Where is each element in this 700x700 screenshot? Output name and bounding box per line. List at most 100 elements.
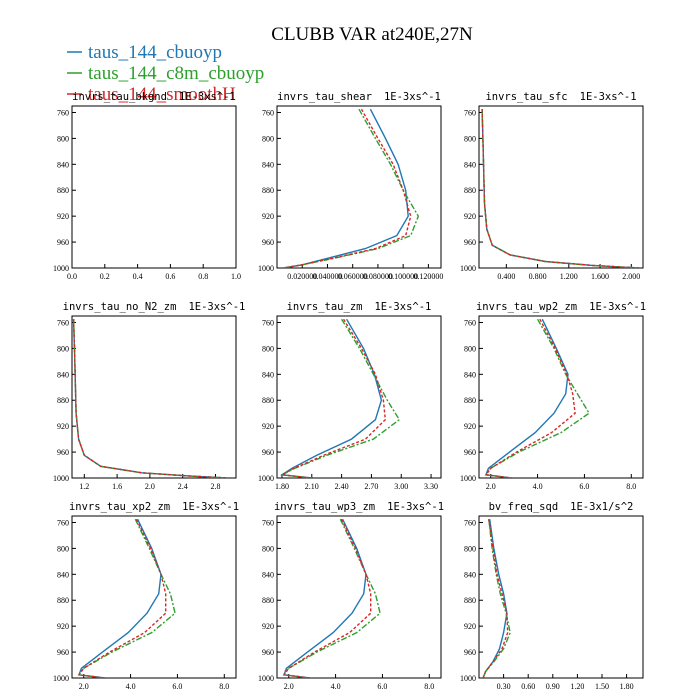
x-tick-label: 1.50 (595, 682, 609, 691)
panel-title-name: invrs_tau_wp3_zm (274, 501, 375, 513)
x-tick-label: 2.70 (364, 482, 378, 491)
x-tick-label: 8.0 (219, 682, 229, 691)
y-tick-label: 880 (464, 186, 476, 195)
plot-frame (478, 315, 644, 479)
x-tick-label: 8.0 (626, 482, 636, 491)
panel-title: invrs_tau_no_N2_zm 1E-3xs^-1 (63, 301, 246, 313)
y-tick-label: 880 (464, 396, 476, 405)
y-tick-label: 920 (57, 622, 69, 631)
panel-title-unit: 1E-3xs^-1 (580, 91, 637, 103)
plot-frame (71, 515, 237, 679)
y-tick-label: 760 (464, 318, 476, 327)
y-tick-label: 880 (262, 396, 274, 405)
y-tick-label: 1000 (258, 264, 274, 273)
y-tick-label: 760 (262, 518, 274, 527)
panel-title-unit: 1E-3xs^-1 (589, 301, 646, 313)
y-tick-label: 760 (464, 108, 476, 117)
chart-panel: invrs_tau_xp2_zm 1E-3xs^-1 760 800 840 880 920… (53, 501, 239, 691)
panel-title: invrs_tau_wp3_zm 1E-3xs^-1 (274, 501, 444, 513)
y-tick-label: 960 (262, 648, 274, 657)
series-line (282, 518, 381, 678)
x-tick-label: 1.0 (231, 272, 241, 281)
series-line (279, 318, 387, 478)
y-tick-label: 840 (57, 370, 69, 379)
y-tick-label: 840 (57, 160, 69, 169)
series-line (72, 319, 228, 478)
y-tick-label: 920 (262, 422, 274, 431)
x-tick-label: 2.0 (79, 682, 89, 691)
x-tick-label: 2.0 (486, 482, 496, 491)
x-tick-label: 0.30 (497, 682, 511, 691)
legend: taus_144_cbuoyptaus_144_c8m_cbuoyptaus_1… (67, 42, 264, 105)
y-tick-label: 1000 (460, 474, 476, 483)
y-tick-label: 920 (262, 212, 274, 221)
y-tick-label: 920 (464, 622, 476, 631)
y-tick-label: 800 (464, 344, 476, 353)
y-tick-label: 1000 (258, 674, 274, 683)
panel-title: invrs_tau_wp2_zm 1E-3xs^-1 (476, 301, 646, 313)
x-tick-label: 2.10 (305, 482, 319, 491)
y-tick-label: 840 (57, 570, 69, 579)
y-tick-label: 880 (262, 186, 274, 195)
x-tick-label: 1.600 (591, 272, 609, 281)
x-tick-label: 0.040000 (312, 272, 342, 281)
y-tick-label: 960 (57, 648, 69, 657)
panel-grid: invrs_tau_bkgnd 1E-3xs^-1 760 800 840 880 920 9… (53, 91, 646, 691)
panel-title-unit: 1E-3xs^-1 (384, 91, 441, 103)
plot-frame (276, 105, 442, 269)
x-tick-label: 0.6 (165, 272, 175, 281)
y-tick-label: 960 (57, 448, 69, 457)
y-tick-label: 960 (464, 448, 476, 457)
y-tick-label: 920 (57, 422, 69, 431)
plot-frame (71, 315, 237, 479)
y-tick-label: 960 (464, 238, 476, 247)
x-tick-label: 2.0 (145, 482, 155, 491)
y-tick-label: 800 (464, 134, 476, 143)
series-line (72, 319, 228, 478)
series-line (481, 109, 640, 268)
y-tick-label: 880 (464, 596, 476, 605)
chart-panel: invrs_tau_bkgnd 1E-3xs^-1 760 800 840 880 920 9… (53, 91, 241, 281)
y-tick-label: 840 (262, 570, 274, 579)
x-tick-label: 1.200 (560, 272, 578, 281)
panel-title-unit: 1E-3xs^-1 (387, 501, 444, 513)
x-tick-label: 2.8 (211, 482, 221, 491)
series-line (77, 518, 167, 678)
x-tick-label: 1.80 (275, 482, 289, 491)
x-tick-label: 0.800 (529, 272, 547, 281)
panel-title-name: invrs_tau_sfc (485, 91, 567, 103)
panel-title-name: invrs_tau_zm (287, 301, 363, 313)
x-tick-label: 6.0 (579, 482, 589, 491)
series-line (485, 318, 569, 478)
y-tick-label: 960 (262, 448, 274, 457)
chart-panel: invrs_tau_wp3_zm 1E-3xs^-1 760 800 840 880 920… (258, 501, 444, 691)
panel-title: bv_freq_sqd 1E-3x1/s^2 (489, 501, 634, 513)
x-tick-label: 2.000 (622, 272, 640, 281)
y-tick-label: 960 (262, 238, 274, 247)
y-tick-label: 840 (464, 570, 476, 579)
plot-frame (71, 105, 237, 269)
series-line (481, 109, 640, 268)
x-tick-label: 0.400 (497, 272, 515, 281)
x-tick-label: 0.60 (521, 682, 535, 691)
y-tick-label: 800 (57, 344, 69, 353)
panel-title-unit: 1E-3xs^-1 (179, 91, 236, 103)
y-tick-label: 1000 (53, 674, 69, 683)
y-tick-label: 800 (262, 134, 274, 143)
x-tick-label: 0.2 (100, 272, 110, 281)
y-tick-label: 880 (57, 186, 69, 195)
plot-frame (276, 315, 442, 479)
y-tick-label: 1000 (460, 264, 476, 273)
x-tick-label: 3.30 (424, 482, 438, 491)
x-tick-label: 3.00 (394, 482, 408, 491)
chart-panel: invrs_tau_zm 1E-3xs^-1 760 800 840 880 920 960 1… (258, 301, 442, 491)
series-line (77, 518, 176, 678)
x-tick-label: 0.020000 (287, 272, 317, 281)
series-line (283, 108, 409, 268)
x-tick-label: 1.80 (620, 682, 634, 691)
panel-title: invrs_tau_zm 1E-3xs^-1 (287, 301, 432, 313)
y-tick-label: 760 (262, 318, 274, 327)
panel-title-unit: 1E-3xs^-1 (182, 501, 239, 513)
series-line (482, 519, 511, 678)
